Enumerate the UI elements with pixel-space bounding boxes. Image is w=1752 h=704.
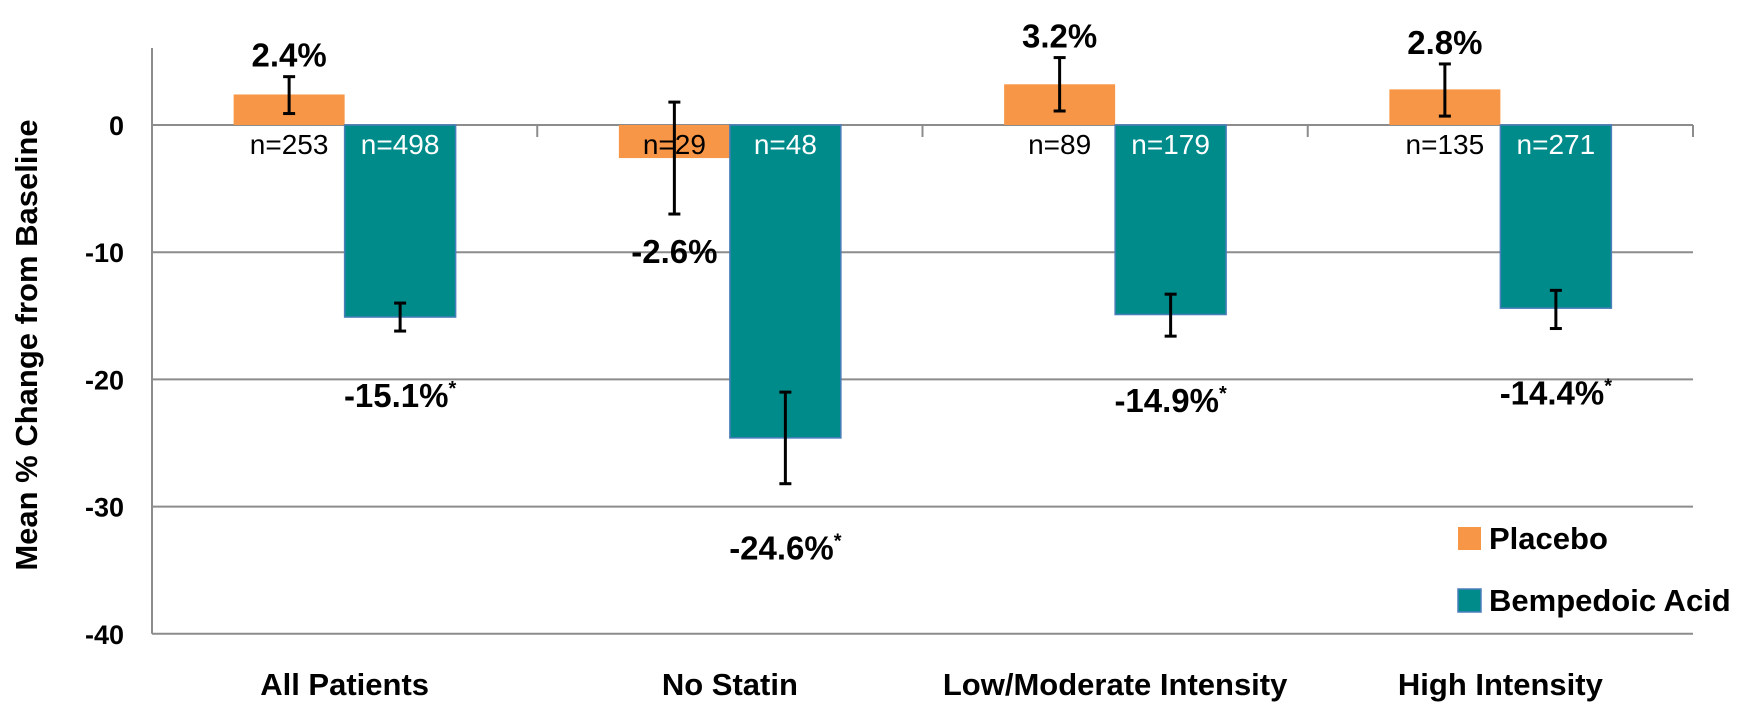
bempedoic-acid-bar <box>1114 124 1227 316</box>
y-tick-label: 0 <box>109 111 124 141</box>
value-label: -14.4%* <box>1500 375 1613 412</box>
y-axis-label: Mean % Change from Baseline <box>9 119 44 570</box>
error-bars <box>283 56 1562 486</box>
axes: 0 -10 -20 -30 -40 All Patients No Statin Low/Mo… <box>85 48 1694 702</box>
n-label: n=48 <box>754 129 817 160</box>
legend: Placebo Bempedoic Acid <box>1457 521 1731 618</box>
y-tick-label: -30 <box>85 493 124 523</box>
n-label: n=29 <box>643 129 706 160</box>
y-tick-label: -40 <box>85 620 124 650</box>
value-label: -2.6% <box>631 233 717 270</box>
n-label: n=271 <box>1517 129 1596 160</box>
y-tick-label: -20 <box>85 365 124 395</box>
legend-label: Bempedoic Acid <box>1489 583 1731 618</box>
gridlines <box>152 251 1693 635</box>
value-label: 3.2% <box>1022 18 1097 55</box>
n-label: n=498 <box>361 129 440 160</box>
legend-swatch <box>1457 588 1482 613</box>
n-label: n=179 <box>1131 129 1210 160</box>
category-label: High Intensity <box>1398 667 1604 702</box>
value-label: 2.8% <box>1407 24 1482 61</box>
n-label: n=135 <box>1406 129 1485 160</box>
value-label: -15.1%* <box>344 377 457 414</box>
bempedoic-acid-bar <box>343 124 457 318</box>
bempedoic-acid-bar <box>729 124 842 439</box>
value-label: 2.4% <box>252 37 327 74</box>
category-label: Low/Moderate Intensity <box>943 667 1288 702</box>
data-labels: n=253 2.4% n=498 -15.1%* n=29 -2.6% n=48 -24.6%… <box>250 18 1612 567</box>
n-label: n=89 <box>1028 129 1091 160</box>
value-label: -14.9%* <box>1114 382 1227 419</box>
category-label: All Patients <box>260 667 429 702</box>
n-label: n=253 <box>250 129 329 160</box>
y-tick-label: -10 <box>85 238 124 268</box>
value-label: -24.6%* <box>729 530 842 567</box>
bempedoic-acid-bar <box>1499 124 1613 309</box>
category-label: No Statin <box>662 667 798 702</box>
legend-swatch <box>1458 527 1481 550</box>
legend-label: Placebo <box>1489 521 1608 556</box>
